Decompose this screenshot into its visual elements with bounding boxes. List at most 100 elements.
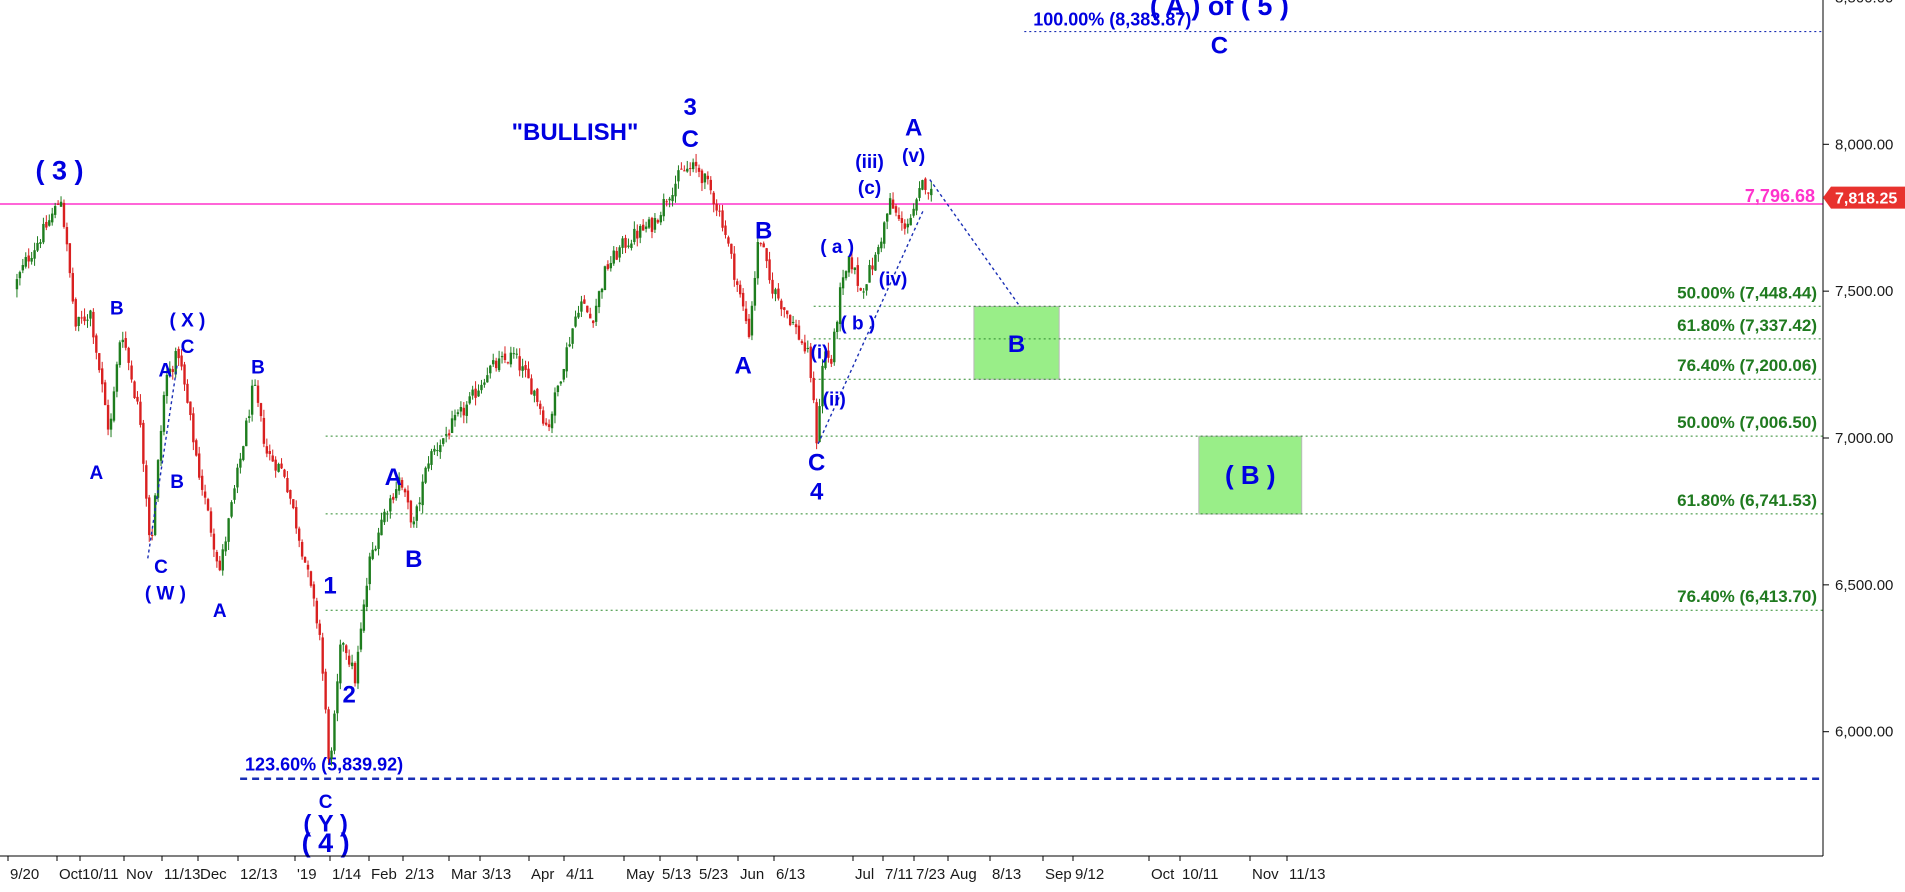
candle-body bbox=[780, 300, 783, 310]
candle-body bbox=[192, 413, 195, 443]
candle-body bbox=[656, 220, 660, 223]
candle-body bbox=[765, 248, 768, 262]
candle-body bbox=[756, 242, 760, 279]
candle-body bbox=[800, 341, 804, 344]
candle-body bbox=[145, 465, 148, 499]
candle-body bbox=[727, 237, 730, 244]
trend-line bbox=[147, 364, 178, 559]
wave-label: A bbox=[905, 114, 922, 141]
candle-body bbox=[630, 243, 633, 248]
candle-body bbox=[109, 418, 113, 430]
candle-body bbox=[912, 208, 915, 216]
candle-body bbox=[397, 477, 401, 491]
candle-body bbox=[271, 455, 274, 462]
time-tick-label: Nov bbox=[1252, 866, 1279, 883]
candle-body bbox=[797, 325, 801, 340]
candle-body bbox=[80, 317, 83, 319]
candle-body bbox=[783, 307, 786, 310]
candle-body bbox=[633, 228, 636, 243]
candle-body bbox=[683, 170, 686, 172]
candle-body bbox=[492, 360, 495, 365]
candle-body bbox=[830, 358, 833, 364]
candle-body bbox=[174, 351, 177, 375]
candle-body bbox=[324, 671, 327, 710]
candle-body bbox=[812, 377, 815, 401]
candle-body bbox=[533, 390, 536, 396]
time-tick-label: 5/23 bbox=[699, 866, 728, 883]
candle-body bbox=[741, 292, 745, 307]
time-tick-label: Sep bbox=[1045, 866, 1072, 883]
time-tick-label: 1/14 bbox=[332, 866, 361, 883]
wave-label: ( Y ) bbox=[303, 811, 347, 838]
candle-body bbox=[95, 335, 98, 353]
candle-body bbox=[71, 273, 74, 302]
candle-body bbox=[565, 347, 568, 372]
candle-body bbox=[568, 344, 571, 347]
candle-body bbox=[530, 378, 533, 395]
candle-body bbox=[791, 321, 795, 323]
candle-body bbox=[421, 481, 424, 506]
wave-label: (iv) bbox=[879, 269, 908, 290]
candle-body bbox=[189, 401, 192, 416]
candle-body bbox=[556, 385, 560, 393]
time-tick-label: 11/13 bbox=[1289, 866, 1325, 883]
candle-body bbox=[621, 238, 624, 248]
candle-body bbox=[468, 396, 471, 404]
candle-body bbox=[471, 389, 474, 396]
time-tick-label: Feb bbox=[371, 866, 397, 883]
wave-label: C bbox=[682, 126, 699, 153]
candle-body bbox=[62, 202, 66, 227]
candle-body bbox=[644, 226, 648, 229]
chart-title: "BULLISH" bbox=[512, 119, 639, 146]
time-tick-label: 10/11 bbox=[82, 866, 118, 883]
candle-body bbox=[362, 604, 366, 631]
candle-body bbox=[753, 277, 757, 306]
candle-body bbox=[400, 479, 404, 488]
wave-label: C bbox=[808, 449, 825, 476]
candle-body bbox=[292, 499, 295, 509]
candle-body bbox=[542, 410, 545, 424]
candle-body bbox=[27, 255, 30, 262]
candle-body bbox=[153, 495, 157, 536]
candle-body bbox=[433, 448, 436, 452]
candle-body bbox=[368, 556, 371, 585]
candle-body bbox=[850, 257, 854, 270]
candle-body bbox=[680, 168, 683, 170]
candle-body bbox=[677, 170, 680, 182]
candle-body bbox=[321, 637, 324, 674]
candle-body bbox=[877, 247, 880, 255]
candle-body bbox=[594, 305, 598, 322]
candle-body bbox=[283, 469, 286, 477]
candle-body bbox=[768, 259, 771, 281]
candle-body bbox=[345, 645, 348, 654]
candle-body bbox=[880, 241, 883, 249]
candle-body bbox=[439, 445, 442, 453]
candle-body bbox=[239, 458, 242, 468]
candle-body bbox=[171, 369, 174, 372]
candle-body bbox=[386, 513, 389, 515]
wave-label: C bbox=[154, 557, 168, 578]
wave-label: B bbox=[110, 299, 124, 320]
last-price-label: 7,818.25 bbox=[1835, 191, 1897, 208]
candle-body bbox=[403, 489, 407, 493]
wave-label: B bbox=[405, 546, 422, 573]
candle-body bbox=[553, 392, 557, 416]
candle-body bbox=[212, 533, 216, 550]
candle-body bbox=[74, 299, 77, 327]
target-zone-1 bbox=[1198, 435, 1303, 515]
trend-line bbox=[929, 179, 1021, 307]
candle-body bbox=[609, 263, 613, 269]
candle-body bbox=[303, 556, 307, 563]
candle-body bbox=[562, 369, 565, 380]
candle-body bbox=[618, 247, 621, 258]
candle-body bbox=[709, 179, 712, 191]
candle-body bbox=[236, 467, 239, 488]
candle-body bbox=[177, 348, 180, 359]
candle-body bbox=[456, 412, 460, 415]
candle-body bbox=[356, 651, 360, 684]
candle-body bbox=[665, 201, 668, 203]
candle-body bbox=[924, 178, 927, 190]
candle-body bbox=[774, 289, 777, 295]
candle-body bbox=[168, 368, 172, 376]
candle-body bbox=[833, 331, 836, 363]
